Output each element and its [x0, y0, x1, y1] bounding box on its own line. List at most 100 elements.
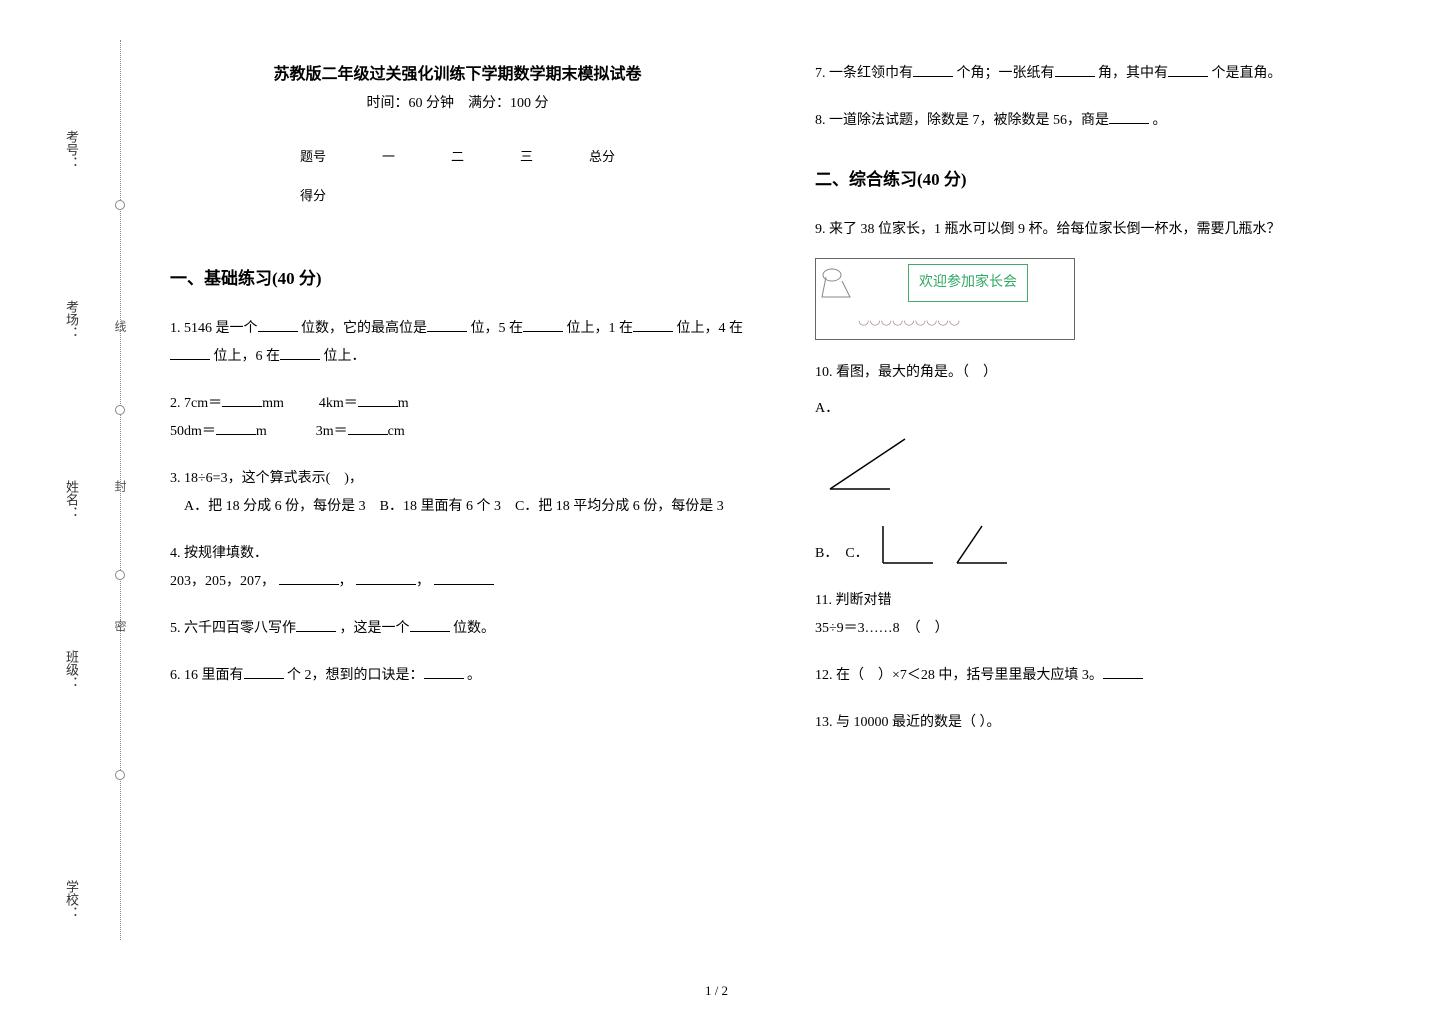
- blank: [258, 318, 298, 332]
- blank: [358, 393, 398, 407]
- blank: [523, 318, 563, 332]
- q8-t1: 8. 一道除法试题，除数是 7，被除数是 56，商是: [815, 113, 1109, 128]
- page-number: 1 / 2: [705, 983, 728, 999]
- blank: [170, 346, 210, 360]
- blank: [1109, 110, 1149, 124]
- td-3: [492, 175, 561, 214]
- td-total: [561, 175, 643, 214]
- q7-t2: 个角；一张纸有: [957, 66, 1055, 81]
- binding-circle: [115, 770, 125, 780]
- angle-a-icon: [815, 429, 915, 499]
- th-num: 题号: [272, 136, 354, 175]
- q9-figure: 欢迎参加家长会 ◡◡◡◡◡◡◡◡◡: [815, 258, 1390, 340]
- q8: 8. 一道除法试题，除数是 7，被除数是 56，商是 。: [815, 107, 1390, 135]
- binding-circle: [115, 405, 125, 415]
- q10: 10. 看图，最大的角是。（ ） A． B． C．: [815, 359, 1390, 568]
- seal-label-mi: 密: [112, 620, 129, 632]
- margin-label-name: 姓名：: [62, 480, 81, 519]
- q2-d1: 3m＝: [316, 424, 348, 439]
- blank: [280, 346, 320, 360]
- q7: 7. 一条红领巾有 个角；一张纸有 角，其中有 个是直角。: [815, 60, 1390, 88]
- scroll-icon: [820, 263, 860, 303]
- q11: 11. 判断对错 35÷9＝3……8 （ ）: [815, 587, 1390, 643]
- binding-circle: [115, 200, 125, 210]
- seal-label-feng: 封: [112, 480, 129, 492]
- th-1: 一: [354, 136, 423, 175]
- opt-a-row: A．: [815, 395, 1390, 423]
- blank: [1055, 63, 1095, 77]
- blank: [410, 618, 450, 632]
- q1-t1: 1. 5146 是一个: [170, 321, 258, 336]
- q4-seq: 203，205，207，: [170, 574, 275, 589]
- blank: [216, 421, 256, 435]
- q2: 2. 7cm＝ mm 4km＝ m 50dm＝ m 3m＝ cm: [170, 390, 745, 446]
- q1-t3: 位，5 在: [471, 321, 524, 336]
- th-total: 总分: [561, 136, 643, 175]
- blank: [427, 318, 467, 332]
- q7-t3: 角，其中有: [1098, 66, 1168, 81]
- angle-c-icon: [947, 518, 1017, 568]
- q1-t5: 位上，4 在: [677, 321, 744, 336]
- q8-t2: 。: [1153, 113, 1167, 128]
- cups-icon: ◡◡◡◡◡◡◡◡◡: [858, 307, 1070, 333]
- q1-t6: 位上，6 在: [214, 349, 281, 364]
- blank: [244, 665, 284, 679]
- score-table: 题号 一 二 三 总分 得分: [272, 136, 643, 214]
- blank: [633, 318, 673, 332]
- q2-a2: mm: [262, 396, 284, 411]
- q7-t1: 7. 一条红领巾有: [815, 66, 913, 81]
- q6-t1: 6. 16 里面有: [170, 668, 244, 683]
- q2-d2: cm: [388, 424, 405, 439]
- q10-stem: 10. 看图，最大的角是。（ ）: [815, 359, 1390, 387]
- td-1: [354, 175, 423, 214]
- banner-box: 欢迎参加家长会 ◡◡◡◡◡◡◡◡◡: [815, 258, 1075, 340]
- blank: [913, 63, 953, 77]
- th-2: 二: [423, 136, 492, 175]
- opt-bc-row: B． C．: [815, 518, 1390, 568]
- q5: 5. 六千四百零八写作 ，这是一个 位数。: [170, 615, 745, 643]
- right-column: 7. 一条红领巾有 个角；一张纸有 角，其中有 个是直角。 8. 一道除法试题，…: [815, 60, 1390, 756]
- th-3: 三: [492, 136, 561, 175]
- q3: 3. 18÷6=3，这个算式表示( )， A．把 18 分成 6 份，每份是 3…: [170, 465, 745, 521]
- angle-b-icon: [873, 518, 943, 568]
- q4-stem: 4. 按规律填数．: [170, 540, 745, 568]
- q2-c1: 50dm＝: [170, 424, 216, 439]
- q3-opts: A．把 18 分成 6 份，每份是 3 B．18 里面有 6 个 3 C．把 1…: [170, 493, 745, 521]
- score-row-val: 得分: [272, 175, 643, 214]
- blank: [1103, 665, 1143, 679]
- q9-stem: 9. 来了 38 位家长，1 瓶水可以倒 9 杯。给每位家长倒一杯水，需要几瓶水…: [815, 216, 1390, 244]
- q13: 13. 与 10000 最近的数是（ ）。: [815, 709, 1390, 737]
- q1-t2: 位数，它的最高位是: [301, 321, 427, 336]
- q2-a1: 2. 7cm＝: [170, 396, 222, 411]
- q1-t7: 位上．: [324, 349, 366, 364]
- margin-label-class: 班级：: [62, 650, 81, 689]
- q6: 6. 16 里面有 个 2，想到的口诀是： 。: [170, 662, 745, 690]
- blank: [296, 618, 336, 632]
- q11-line: 35÷9＝3……8 （ ）: [815, 615, 1390, 643]
- q1: 1. 5146 是一个 位数，它的最高位是 位，5 在 位上，1 在 位上，4 …: [170, 315, 745, 371]
- banner-title: 欢迎参加家长会: [908, 264, 1028, 302]
- q2-b2: m: [398, 396, 409, 411]
- left-column: 苏教版二年级过关强化训练下学期数学期末模拟试卷 时间：60 分钟 满分：100 …: [170, 60, 745, 756]
- section1-heading: 一、基础练习(40 分): [170, 264, 745, 289]
- q6-t3: 。: [467, 668, 481, 683]
- q5-t1: 5. 六千四百零八写作: [170, 621, 296, 636]
- blank: [434, 571, 494, 585]
- q2-c2: m: [256, 424, 267, 439]
- blank: [424, 665, 464, 679]
- blank: [1168, 63, 1208, 77]
- q1-t4: 位上，1 在: [567, 321, 634, 336]
- seal-label-xian: 线: [112, 320, 129, 332]
- content-area: 苏教版二年级过关强化训练下学期数学期末模拟试卷 时间：60 分钟 满分：100 …: [170, 60, 1390, 756]
- q7-t4: 个是直角。: [1212, 66, 1282, 81]
- margin-label-room: 考场：: [62, 300, 81, 339]
- q4: 4. 按规律填数． 203，205，207， ， ，: [170, 540, 745, 596]
- q3-stem: 3. 18÷6=3，这个算式表示( )，: [170, 465, 745, 493]
- q4-c2: ，: [416, 574, 430, 589]
- margin-label-id: 考号：: [62, 130, 81, 169]
- blank: [348, 421, 388, 435]
- q10-bc: B． C．: [815, 540, 869, 568]
- score-row-head: 题号 一 二 三 总分: [272, 136, 643, 175]
- q2-b1: 4km＝: [319, 396, 358, 411]
- paper-title: 苏教版二年级过关强化训练下学期数学期末模拟试卷: [170, 60, 745, 84]
